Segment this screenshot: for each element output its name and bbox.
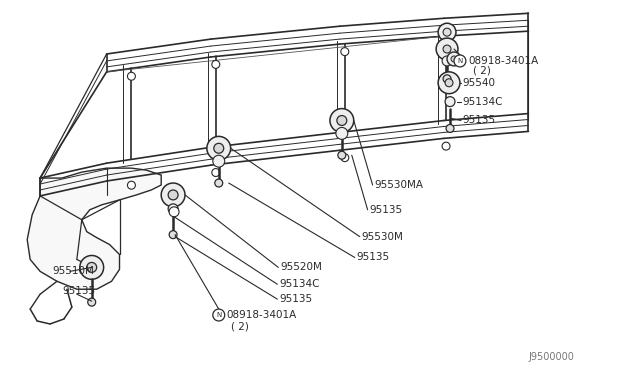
- Circle shape: [169, 231, 177, 238]
- Circle shape: [88, 298, 96, 306]
- Circle shape: [168, 204, 178, 214]
- Text: 95135: 95135: [370, 205, 403, 215]
- Circle shape: [212, 60, 220, 68]
- Circle shape: [212, 169, 220, 176]
- Circle shape: [214, 143, 224, 153]
- Text: 08918-3401A: 08918-3401A: [468, 56, 538, 66]
- Circle shape: [438, 23, 456, 41]
- Text: 95135: 95135: [462, 115, 495, 125]
- Text: 95135: 95135: [62, 286, 95, 296]
- Circle shape: [161, 183, 185, 207]
- Text: N: N: [216, 312, 221, 318]
- Circle shape: [336, 128, 348, 140]
- Text: 95135: 95135: [356, 253, 390, 263]
- Circle shape: [443, 28, 451, 36]
- Text: 95134C: 95134C: [462, 97, 502, 107]
- Circle shape: [330, 109, 354, 132]
- Text: 95135: 95135: [279, 294, 312, 304]
- Circle shape: [445, 79, 453, 87]
- Circle shape: [436, 38, 458, 60]
- Polygon shape: [28, 168, 161, 289]
- Circle shape: [442, 40, 450, 48]
- Circle shape: [80, 256, 104, 279]
- Circle shape: [445, 97, 455, 107]
- Circle shape: [442, 142, 450, 150]
- Circle shape: [338, 151, 346, 159]
- Text: N: N: [458, 58, 463, 64]
- Circle shape: [87, 262, 97, 272]
- Circle shape: [442, 56, 452, 66]
- Text: ( 2): ( 2): [473, 66, 491, 76]
- Circle shape: [207, 137, 230, 160]
- Text: 95530M: 95530M: [362, 232, 404, 242]
- Circle shape: [341, 48, 349, 55]
- Circle shape: [447, 52, 461, 66]
- Circle shape: [438, 72, 460, 94]
- Text: 08918-3401A: 08918-3401A: [227, 310, 297, 320]
- Text: 95530MA: 95530MA: [374, 180, 424, 190]
- Circle shape: [443, 45, 451, 53]
- Circle shape: [213, 309, 225, 321]
- Text: ( 2): ( 2): [230, 322, 248, 332]
- Circle shape: [446, 125, 454, 132]
- Circle shape: [169, 207, 179, 217]
- Circle shape: [454, 55, 466, 67]
- Circle shape: [168, 190, 178, 200]
- Text: J9500000: J9500000: [529, 352, 574, 362]
- Circle shape: [127, 181, 136, 189]
- Circle shape: [213, 155, 225, 167]
- Circle shape: [127, 72, 136, 80]
- Text: 95540: 95540: [462, 78, 495, 88]
- Circle shape: [215, 179, 223, 187]
- Circle shape: [341, 154, 349, 161]
- Text: 95510M: 95510M: [52, 266, 94, 276]
- Text: 95134C: 95134C: [279, 279, 320, 289]
- Circle shape: [337, 116, 347, 125]
- Circle shape: [451, 56, 457, 62]
- Circle shape: [443, 75, 451, 83]
- Text: 95520M: 95520M: [280, 262, 322, 272]
